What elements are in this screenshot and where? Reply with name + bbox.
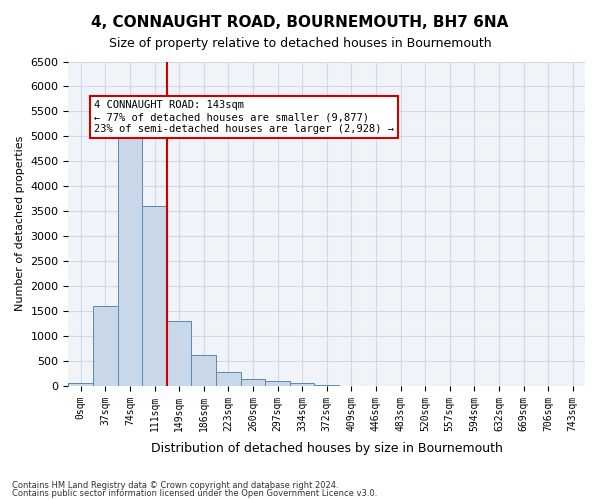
Bar bbox=[142, 206, 167, 386]
Bar bbox=[314, 385, 339, 386]
Text: 4, CONNAUGHT ROAD, BOURNEMOUTH, BH7 6NA: 4, CONNAUGHT ROAD, BOURNEMOUTH, BH7 6NA bbox=[91, 15, 509, 30]
Bar bbox=[265, 381, 290, 386]
Text: Contains HM Land Registry data © Crown copyright and database right 2024.: Contains HM Land Registry data © Crown c… bbox=[12, 481, 338, 490]
Text: 4 CONNAUGHT ROAD: 143sqm
← 77% of detached houses are smaller (9,877)
23% of sem: 4 CONNAUGHT ROAD: 143sqm ← 77% of detach… bbox=[94, 100, 394, 134]
Bar bbox=[118, 134, 142, 386]
Bar bbox=[191, 355, 216, 386]
Bar bbox=[241, 380, 265, 386]
Text: Contains public sector information licensed under the Open Government Licence v3: Contains public sector information licen… bbox=[12, 488, 377, 498]
Bar bbox=[216, 372, 241, 386]
Y-axis label: Number of detached properties: Number of detached properties bbox=[15, 136, 25, 312]
Bar bbox=[93, 306, 118, 386]
Bar bbox=[290, 383, 314, 386]
Bar bbox=[68, 384, 93, 386]
X-axis label: Distribution of detached houses by size in Bournemouth: Distribution of detached houses by size … bbox=[151, 442, 503, 455]
Text: Size of property relative to detached houses in Bournemouth: Size of property relative to detached ho… bbox=[109, 38, 491, 51]
Bar bbox=[167, 321, 191, 386]
